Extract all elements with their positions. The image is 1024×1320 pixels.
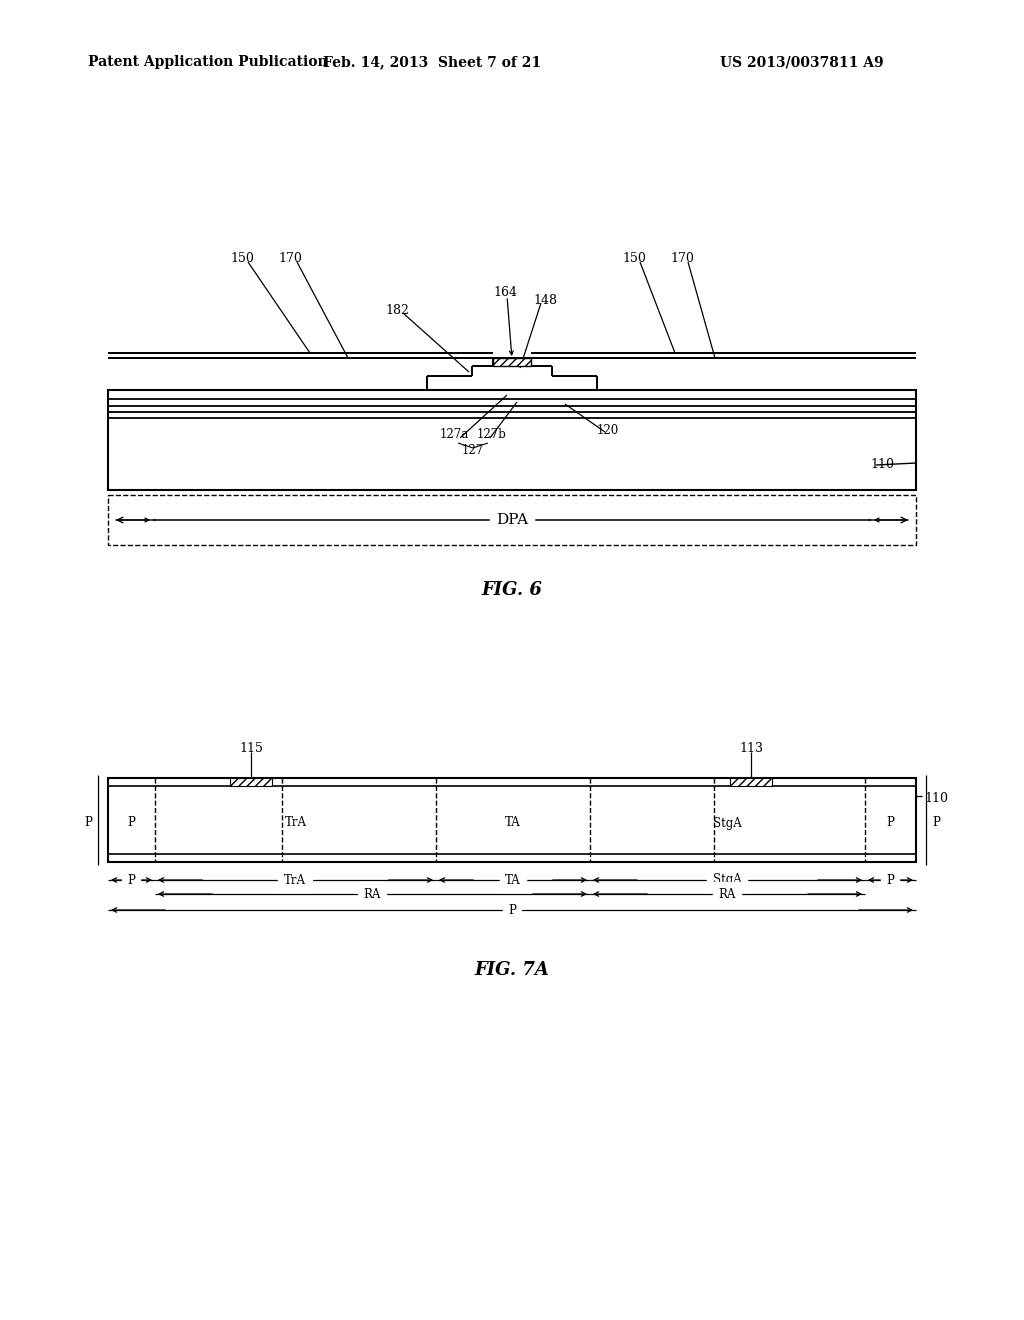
Text: 110: 110 (924, 792, 948, 804)
Bar (230, 777, 272, 785)
Text: StgA: StgA (713, 817, 741, 829)
Text: 127a: 127a (439, 429, 469, 441)
Text: 182: 182 (385, 304, 409, 317)
Text: P: P (508, 903, 516, 916)
Text: 148: 148 (534, 293, 557, 306)
Text: DPA: DPA (496, 513, 528, 527)
Text: 150: 150 (230, 252, 254, 264)
Text: Feb. 14, 2013  Sheet 7 of 21: Feb. 14, 2013 Sheet 7 of 21 (323, 55, 541, 69)
Text: 127b: 127b (477, 429, 507, 441)
Text: 170: 170 (670, 252, 694, 264)
Text: FIG. 7A: FIG. 7A (474, 961, 550, 979)
Text: TrA: TrA (284, 874, 306, 887)
Text: RA: RA (364, 887, 381, 900)
Text: 164: 164 (493, 285, 517, 298)
Bar (493, 358, 531, 366)
Bar (108, 777, 916, 862)
Text: P: P (84, 817, 92, 829)
Text: 150: 150 (622, 252, 646, 264)
Text: P: P (886, 874, 894, 887)
Bar (730, 777, 772, 785)
Bar (108, 389, 916, 490)
Text: 120: 120 (597, 424, 620, 437)
Text: US 2013/0037811 A9: US 2013/0037811 A9 (720, 55, 884, 69)
Text: FIG. 6: FIG. 6 (481, 581, 543, 599)
Text: 113: 113 (739, 742, 763, 755)
Text: 127: 127 (462, 444, 484, 457)
Text: RA: RA (718, 887, 735, 900)
Text: TA: TA (505, 817, 521, 829)
Text: P: P (932, 817, 940, 829)
Text: Patent Application Publication: Patent Application Publication (88, 55, 328, 69)
Text: P: P (128, 817, 135, 829)
Text: TA: TA (505, 874, 521, 887)
Text: 170: 170 (279, 252, 302, 264)
Text: TrA: TrA (285, 817, 306, 829)
Text: 110: 110 (870, 458, 894, 471)
Text: StgA: StgA (713, 874, 741, 887)
Text: P: P (887, 817, 894, 829)
Text: P: P (127, 874, 135, 887)
Text: 115: 115 (239, 742, 263, 755)
Bar (108, 495, 916, 545)
